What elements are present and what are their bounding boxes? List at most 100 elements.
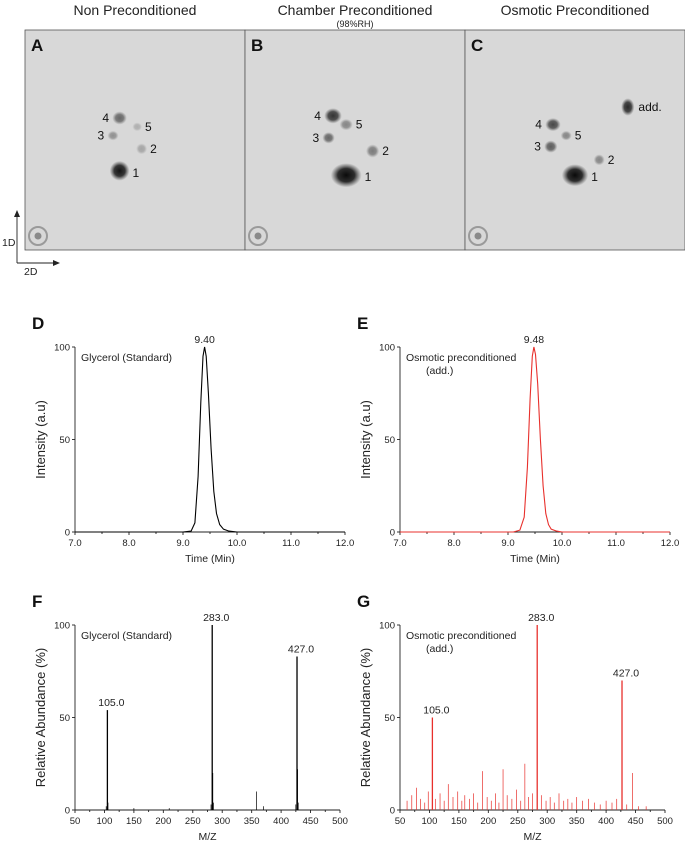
gel-spot-label: 4 (535, 118, 542, 132)
y-tick-label: 50 (59, 713, 70, 724)
x-axis-title: Time (Min) (185, 553, 235, 565)
gel-spot-label: 5 (356, 118, 363, 132)
gel-marker-dot (34, 232, 42, 240)
peak-label: 283.0 (203, 612, 229, 624)
y-axis-title: Relative Abundance (%) (33, 648, 48, 787)
panel-b-title: Chamber Preconditioned (278, 2, 433, 18)
x-tick-label: 300 (214, 816, 230, 827)
x-tick-label: 50 (395, 816, 406, 827)
x-tick-label: 350 (244, 816, 260, 827)
gel-spot (136, 143, 148, 155)
peak-label: 9.48 (524, 334, 545, 346)
x-tick-label: 150 (126, 816, 142, 827)
x-tick-label: 150 (451, 816, 467, 827)
gel-spot (366, 144, 380, 158)
x-tick-label: 9.0 (501, 538, 514, 549)
y-tick-label: 0 (390, 806, 395, 817)
gel-spot (109, 160, 130, 181)
chromatogram-line (400, 346, 670, 533)
panel-letter: F (32, 592, 42, 611)
gel-marker-ring (28, 226, 48, 246)
panel-c-title: Osmotic Preconditioned (501, 2, 650, 18)
x-tick-label: 400 (273, 816, 289, 827)
x-axis-title: Time (Min) (510, 553, 560, 565)
x-tick-label: 10.0 (228, 538, 247, 549)
gel-marker-ring (248, 226, 268, 246)
series-label: Osmotic preconditioned (406, 630, 516, 642)
panel-letter: B (251, 36, 263, 55)
gel-spot-label: 3 (98, 129, 105, 143)
x-tick-label: 7.0 (393, 538, 406, 549)
x-tick-label: 11.0 (607, 538, 625, 549)
x-tick-label: 500 (657, 816, 673, 827)
y-tick-label: 0 (65, 528, 70, 539)
axis-1d-label: 1D (2, 237, 16, 249)
gel-spot-label: 5 (575, 129, 582, 143)
panel-letter: E (357, 314, 368, 333)
gel-marker-ring (468, 226, 488, 246)
panel-letter: D (32, 314, 44, 333)
x-tick-label: 11.0 (282, 538, 300, 549)
peak-label: 105.0 (423, 705, 449, 717)
y-axis-title: Intensity (a.u) (33, 400, 48, 479)
gel-spot (544, 140, 558, 153)
series-label-sub: (add.) (426, 643, 453, 655)
gel-spot (112, 111, 127, 125)
axis-1d-arrowhead (14, 210, 20, 217)
peak-label: 105.0 (98, 697, 124, 709)
series-label: Glycerol (Standard) (81, 630, 172, 642)
gel-spot-label: 3 (534, 140, 541, 154)
y-tick-label: 0 (390, 528, 395, 539)
panel-letter: G (357, 592, 370, 611)
chromatogram-line (75, 346, 345, 533)
x-tick-label: 9.0 (176, 538, 189, 549)
gel-spot-label: 3 (312, 131, 319, 145)
x-tick-label: 350 (569, 816, 585, 827)
gel-spot-label: 1 (133, 166, 140, 180)
peak-label: 9.40 (194, 334, 215, 346)
y-tick-label: 100 (54, 621, 70, 632)
gel-background (24, 29, 246, 251)
panel-a-title: Non Preconditioned (74, 2, 197, 18)
x-tick-label: 8.0 (447, 538, 460, 549)
series-label: Glycerol (Standard) (81, 352, 172, 364)
gel-marker-dot (254, 232, 262, 240)
peak-label: 427.0 (288, 643, 314, 655)
x-tick-label: 12.0 (336, 538, 355, 549)
y-tick-label: 100 (379, 621, 395, 632)
gel-spot-label: 1 (365, 170, 372, 184)
y-tick-label: 50 (59, 435, 70, 446)
gel-panel-c: C 12 3 4 5 add. (464, 29, 685, 251)
gel-axes: 1D 2D (2, 210, 60, 278)
series-label-sub: (add.) (426, 365, 453, 377)
gel-spot-label: 2 (150, 142, 157, 156)
y-axis-title: Relative Abundance (%) (358, 648, 373, 787)
gel-spot (593, 154, 605, 166)
panel-letter: C (471, 36, 483, 55)
x-tick-label: 100 (97, 816, 113, 827)
x-tick-label: 100 (422, 816, 438, 827)
panel-letter: A (31, 36, 43, 55)
gel-spot-label: 2 (608, 153, 615, 167)
gel-spot (545, 118, 561, 132)
y-axis-title: Intensity (a.u) (358, 400, 373, 479)
gel-background (244, 29, 466, 251)
y-tick-label: 100 (379, 343, 395, 354)
gel-spot (324, 108, 342, 124)
x-tick-label: 300 (539, 816, 555, 827)
axis-2d-arrowhead (53, 260, 60, 266)
x-tick-label: 250 (185, 816, 201, 827)
x-tick-label: 450 (303, 816, 319, 827)
gel-spot (560, 130, 572, 141)
x-axis-title: M/Z (198, 831, 217, 843)
gel-marker-dot (474, 232, 482, 240)
x-tick-label: 50 (70, 816, 81, 827)
gel-spot (621, 98, 635, 116)
y-tick-label: 100 (54, 343, 70, 354)
gel-spot (107, 130, 119, 141)
x-tick-label: 12.0 (661, 538, 680, 549)
x-tick-label: 450 (628, 816, 644, 827)
